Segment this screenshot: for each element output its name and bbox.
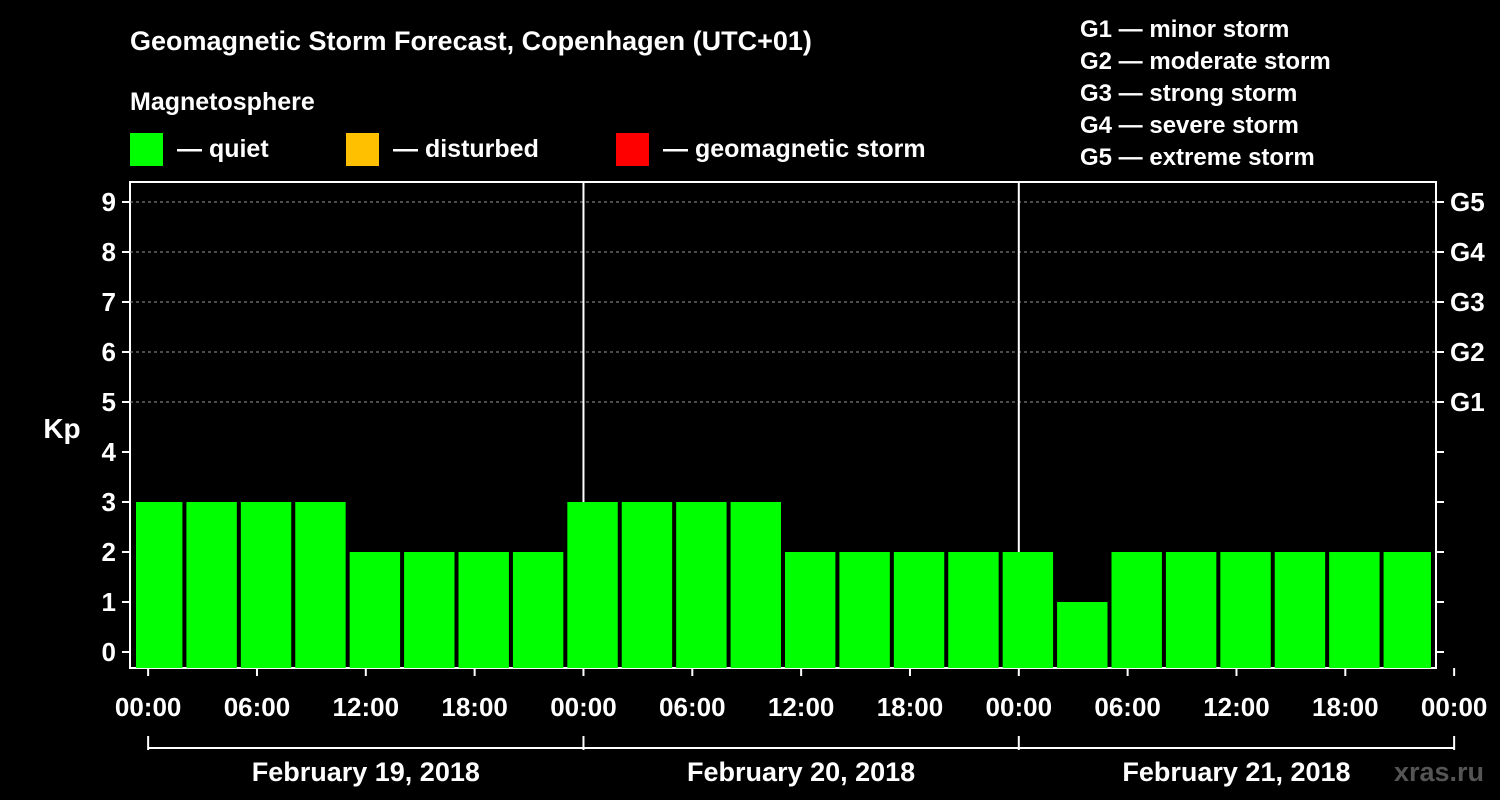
kp-bar [621, 502, 673, 668]
kp-bar [1165, 552, 1217, 668]
x-tick-label: 00:00 [1421, 692, 1488, 722]
kp-bar [512, 552, 564, 668]
kp-bar [295, 502, 346, 668]
storm-scale-item: G3 — strong storm [1080, 80, 1297, 107]
x-tick-label: 12:00 [333, 692, 400, 722]
g-scale-label: G4 [1450, 237, 1485, 267]
y-tick-label: 8 [102, 237, 116, 267]
kp-bar [676, 502, 727, 668]
x-tick-label: 06:00 [1094, 692, 1161, 722]
x-tick-label: 00:00 [115, 692, 182, 722]
legend-swatch-1 [346, 133, 379, 166]
legend-label-1: — disturbed [393, 135, 539, 163]
y-tick-label: 9 [102, 187, 116, 217]
kp-bar [458, 552, 509, 668]
x-tick-label: 06:00 [224, 692, 291, 722]
kp-bar [1274, 552, 1326, 668]
chart-subtitle: Magnetosphere [130, 88, 315, 116]
day-label: February 20, 2018 [687, 757, 915, 787]
y-tick-label: 5 [102, 387, 116, 417]
x-tick-label: 00:00 [986, 692, 1053, 722]
kp-bar [567, 502, 618, 668]
storm-scale-legend: G1 — minor storm G2 — moderate storm G3 — … [1080, 16, 1331, 171]
legend-swatch-2 [616, 133, 649, 166]
y-tick-label: 3 [102, 487, 116, 517]
kp-bar [1220, 552, 1271, 668]
x-tick-label: 06:00 [659, 692, 726, 722]
kp-bar [1057, 602, 1108, 668]
y-tick-label: 4 [102, 437, 117, 467]
plot-area: 0 1 2 3 4 5 6 7 8 9 G1 G2 G3 G4 G5 00:00 06:00 12:00 18:00… [102, 181, 1488, 787]
day-label: February 21, 2018 [1122, 757, 1350, 787]
y-axis-label: Kp [43, 413, 80, 444]
storm-scale-item: G2 — moderate storm [1080, 48, 1331, 75]
g-scale-label: G1 [1450, 387, 1485, 417]
kp-bar [1383, 552, 1431, 668]
g-scale-label: G5 [1450, 187, 1485, 217]
x-tick-label: 00:00 [550, 692, 617, 722]
g-scale-label: G3 [1450, 287, 1485, 317]
x-tick-label: 18:00 [877, 692, 944, 722]
kp-bar [785, 552, 836, 668]
chart-title: Geomagnetic Storm Forecast, Copenhagen (… [130, 26, 812, 56]
legend-swatch-0 [130, 133, 163, 166]
kp-bar [1111, 552, 1162, 668]
kp-bar [1329, 552, 1380, 668]
x-tick-label: 18:00 [441, 692, 508, 722]
kp-bar [186, 502, 237, 668]
legend-label-0: — quiet [177, 135, 269, 163]
plot-frame [129, 181, 1437, 669]
kp-bar [1002, 552, 1054, 668]
storm-scale-item: G1 — minor storm [1080, 16, 1289, 43]
kp-bar [349, 552, 401, 668]
kp-bar [240, 502, 292, 668]
legend: — quiet — disturbed — geomagnetic storm [130, 133, 926, 166]
storm-scale-item: G4 — severe storm [1080, 112, 1299, 139]
y-tick-label: 7 [102, 287, 116, 317]
watermark: xras.ru [1394, 757, 1484, 787]
kp-bar [893, 552, 945, 668]
kp-bar [404, 552, 455, 668]
day-label: February 19, 2018 [252, 757, 480, 787]
kp-bar [839, 552, 890, 668]
g-scale-label: G2 [1450, 337, 1485, 367]
legend-label-2: — geomagnetic storm [663, 135, 926, 163]
y-tick-label: 1 [102, 587, 116, 617]
storm-scale-item: G5 — extreme storm [1080, 144, 1315, 171]
y-tick-label: 6 [102, 337, 116, 367]
kp-bar [136, 502, 183, 668]
y-tick-label: 0 [102, 637, 116, 667]
x-tick-label: 18:00 [1312, 692, 1379, 722]
kp-bar [948, 552, 999, 668]
x-tick-label: 12:00 [1203, 692, 1270, 722]
x-tick-label: 12:00 [768, 692, 835, 722]
y-tick-label: 2 [102, 537, 116, 567]
kp-bar [730, 502, 781, 668]
